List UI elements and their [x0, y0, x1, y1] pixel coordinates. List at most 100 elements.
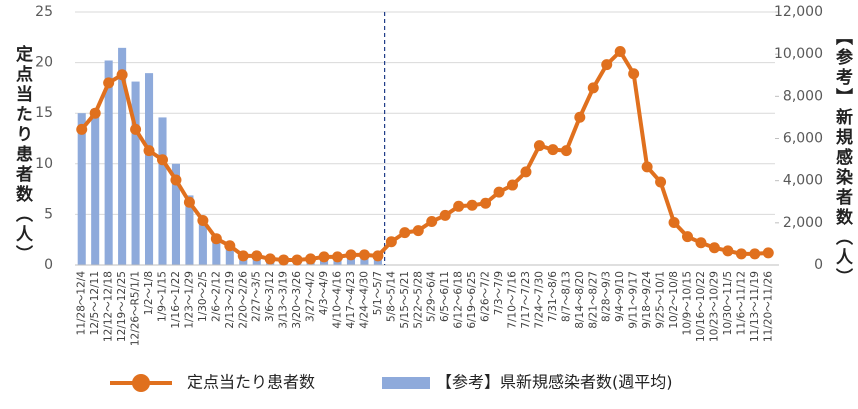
x-tick-label: 12/19～12/25 — [116, 271, 128, 342]
marker — [358, 249, 370, 261]
x-tick-label: 3/20～3/26 — [291, 271, 303, 329]
y-tick-label: 5 — [44, 206, 53, 222]
marker — [291, 254, 303, 266]
legend-label: 【参考】県新規感染者数(週平均) — [436, 373, 673, 392]
y-tick-label: 25 — [35, 4, 53, 20]
marker — [143, 145, 155, 157]
x-tick-label: 8/28～9/3 — [601, 271, 613, 322]
legend-swatch — [382, 377, 430, 389]
marker — [641, 161, 653, 173]
marker — [614, 45, 626, 57]
marker — [76, 123, 88, 135]
marker — [547, 144, 559, 156]
x-tick-label: 2/13～2/19 — [224, 271, 236, 329]
marker — [305, 253, 317, 265]
marker — [264, 253, 276, 265]
marker — [372, 250, 384, 262]
x-tick-label: 4/24～4/30 — [358, 271, 370, 329]
x-tick-label: 1/30～2/5 — [197, 271, 209, 322]
marker — [628, 68, 640, 80]
marker — [520, 166, 532, 178]
marker — [493, 186, 505, 198]
x-tick-label: 8/14～8/20 — [574, 271, 586, 329]
marker — [345, 249, 357, 261]
marker — [130, 123, 142, 135]
x-tick-label: 8/21～8/27 — [587, 271, 599, 329]
x-tick-label: 12/26～R5/1/1 — [130, 271, 142, 346]
y-tick-label: 0 — [44, 257, 53, 273]
marker — [224, 240, 236, 252]
bar — [158, 117, 167, 266]
x-tick-label: 11/28～12/4 — [76, 271, 88, 336]
bar — [198, 220, 207, 265]
bar — [131, 81, 140, 265]
marker — [318, 251, 330, 263]
x-tick-label: 12/12～12/18 — [103, 271, 115, 342]
x-tick-label: 6/12～6/18 — [453, 271, 465, 329]
marker — [655, 176, 667, 188]
marker — [453, 200, 465, 212]
y-tick-label: 10 — [35, 156, 53, 172]
marker — [466, 199, 478, 211]
marker — [722, 245, 734, 257]
bar — [185, 195, 194, 265]
x-tick-label: 1/2～1/8 — [143, 271, 155, 315]
x-tick-label: 6/19～6/25 — [466, 271, 478, 329]
y2-axis-title: 【参考】新規感染者数（人） — [832, 28, 854, 288]
x-tick-label: 10/9～10/15 — [682, 271, 694, 335]
x-tick-label: 4/10～4/16 — [332, 271, 344, 329]
marker — [210, 233, 222, 245]
x-tick-label: 11/13～11/19 — [749, 271, 761, 342]
marker — [668, 216, 680, 228]
x-tick-label: 6/5～6/11 — [439, 271, 451, 322]
bar — [212, 237, 221, 265]
marker — [116, 69, 128, 81]
x-tick-label: 11/6～11/12 — [735, 271, 747, 335]
marker — [439, 209, 451, 221]
marker — [183, 196, 195, 208]
x-tick-label: 7/24～7/30 — [533, 271, 545, 329]
x-tick-label: 11/20～11/26 — [762, 271, 774, 342]
x-tick-label: 3/13～3/19 — [278, 271, 290, 329]
x-tick-label: 2/27～3/5 — [251, 271, 263, 322]
marker — [533, 140, 545, 152]
bar — [118, 47, 127, 265]
marker — [682, 231, 693, 243]
x-tick-label: 7/31～8/6 — [547, 271, 559, 322]
x-tick-label: 7/10～7/16 — [507, 271, 519, 329]
marker — [735, 248, 747, 260]
x-tick-label: 3/27～4/2 — [305, 271, 317, 322]
y2-tick-label: 4,000 — [783, 173, 823, 189]
x-tick-label: 4/17～4/23 — [345, 271, 357, 329]
marker — [197, 214, 209, 226]
marker — [412, 225, 424, 237]
y2-tick-label: 2,000 — [783, 215, 823, 231]
bar — [252, 258, 261, 265]
bar — [346, 256, 355, 265]
marker — [507, 179, 518, 191]
marker — [587, 82, 599, 94]
x-tick-label: 9/18～9/24 — [641, 271, 653, 329]
bar — [104, 60, 113, 265]
x-tick-label: 4/3～4/9 — [318, 271, 330, 315]
x-tick-label: 2/20～2/26 — [237, 271, 249, 329]
x-tick-label: 3/6～3/12 — [264, 271, 276, 322]
x-tick-label: 5/22～5/28 — [412, 271, 424, 329]
x-tick-label: 7/17～7/23 — [520, 271, 532, 329]
y2-tick-label: 8,000 — [783, 88, 823, 104]
x-tick-label: 2/6～2/12 — [210, 271, 222, 322]
y2-tick-label: 12,000 — [774, 4, 823, 20]
x-tick-label: 1/16～1/22 — [170, 271, 182, 329]
bar — [91, 108, 100, 265]
y-axis-title: 定点当たり患者数（人） — [12, 44, 34, 265]
marker — [89, 107, 101, 119]
x-tick-label: 10/16～10/22 — [695, 271, 707, 342]
bar — [225, 248, 234, 265]
x-tick-label: 9/4～9/10 — [614, 271, 626, 322]
x-tick-label: 10/2～10/8 — [668, 271, 680, 329]
x-tick-label: 5/8～5/14 — [385, 271, 397, 322]
x-tick-label: 6/26～7/2 — [480, 271, 492, 322]
x-tick-label: 10/23～10/29 — [708, 271, 720, 342]
marker — [601, 59, 613, 71]
x-tick-label: 9/11～9/17 — [628, 271, 640, 329]
